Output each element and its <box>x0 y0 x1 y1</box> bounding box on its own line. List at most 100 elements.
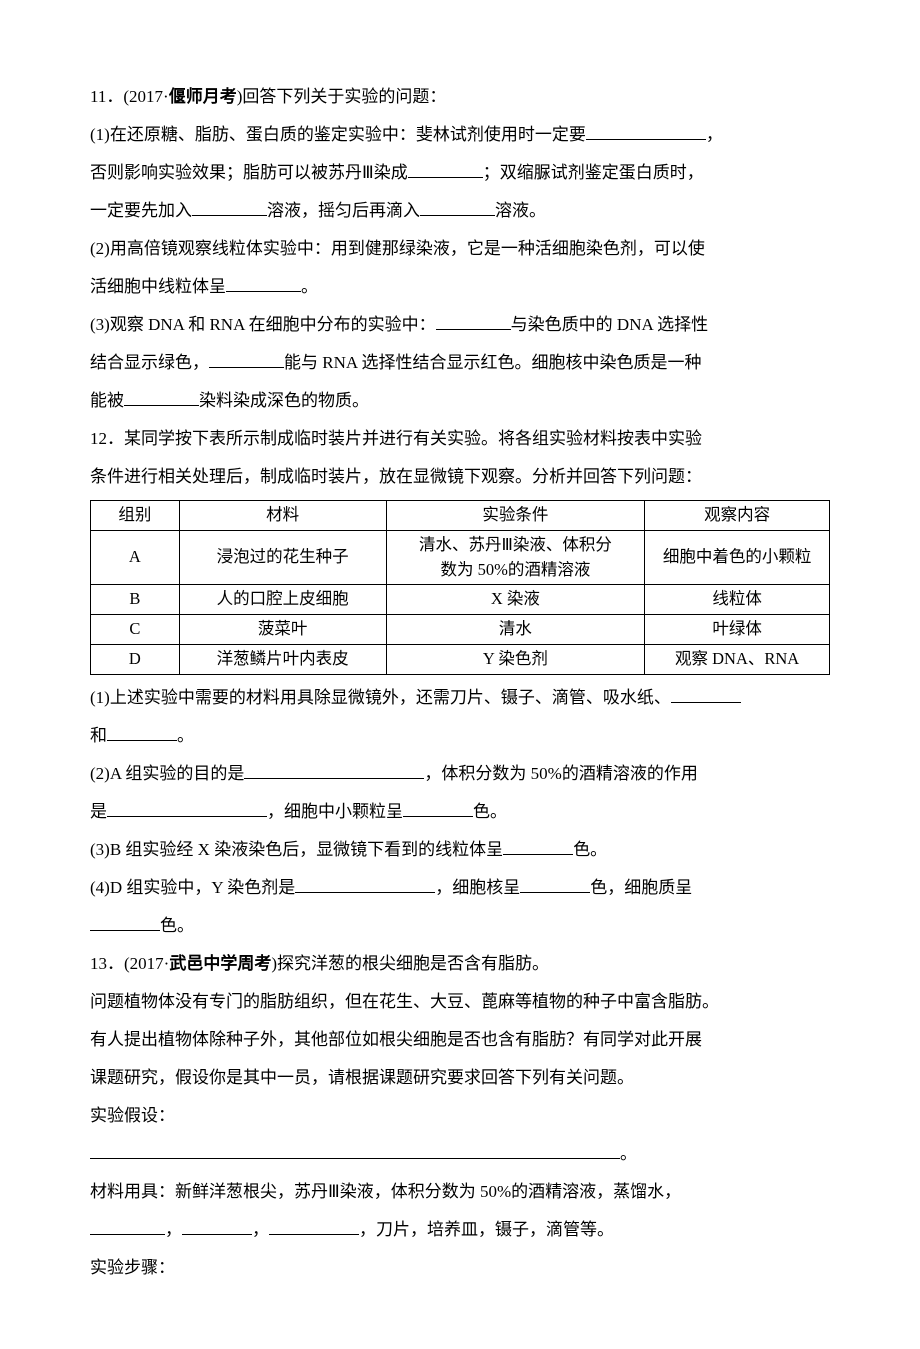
blank <box>403 797 473 817</box>
table-cell: 人的口腔上皮细胞 <box>179 585 386 615</box>
th-group: 组别 <box>91 501 180 531</box>
table-body: A浸泡过的花生种子清水、苏丹Ⅲ染液、体积分数为 50%的酒精溶液细胞中着色的小颗… <box>91 530 830 674</box>
q12-5b: 色。 <box>573 840 607 859</box>
table-cell: 浸泡过的花生种子 <box>179 530 386 585</box>
q11-source-bold: 偃师月考 <box>169 87 237 106</box>
q13-p1: 问题植物体没有专门的脂肪组织，但在花生、大豆、蓖麻等植物的种子中富含脂肪。 <box>90 985 830 1019</box>
q11-header: 11．(2017·偃师月考)回答下列关于实验的问题： <box>90 80 830 114</box>
table-cell: 细胞中着色的小颗粒 <box>645 530 830 585</box>
table-cell: 观察 DNA、RNA <box>645 644 830 674</box>
table-cell: A <box>91 530 180 585</box>
q12-h2: 条件进行相关处理后，制成临时装片，放在显微镜下观察。分析并回答下列问题： <box>90 467 702 486</box>
q13-src-open: (2017· <box>124 954 169 973</box>
q12-line1: (1)上述实验中需要的材料用具除显微镜外，还需刀片、镊子、滴管、吸水纸、 <box>90 681 830 715</box>
blank <box>295 873 435 893</box>
q11-src-open: (2017· <box>123 87 168 106</box>
q13-assume-label: 实验假设： <box>90 1099 830 1133</box>
blank <box>209 348 284 368</box>
experiment-table: 组别 材料 实验条件 观察内容 A浸泡过的花生种子清水、苏丹Ⅲ染液、体积分数为 … <box>90 500 830 675</box>
blank <box>244 759 424 779</box>
q12-line7: 色。 <box>90 909 830 943</box>
q11-2a: 否则影响实验效果；脂肪可以被苏丹Ⅲ染成 <box>90 163 408 182</box>
blank <box>182 1215 252 1235</box>
q13-assume-tail: 。 <box>620 1144 637 1163</box>
q12-4b: ，细胞中小颗粒呈 <box>267 802 403 821</box>
q13-header: 13．(2017·武邑中学周考)探究洋葱的根尖细胞是否含有脂肪。 <box>90 947 830 981</box>
q13-materials-1: 材料用具：新鲜洋葱根尖，苏丹Ⅲ染液，体积分数为 50%的酒精溶液，蒸馏水， <box>90 1175 830 1209</box>
q11-3c: 溶液。 <box>495 201 546 220</box>
q13-steps-label: 实验步骤： <box>90 1251 830 1285</box>
blank <box>107 721 177 741</box>
blank <box>107 797 267 817</box>
blank <box>90 911 160 931</box>
q11-7a: 结合显示绿色， <box>90 353 209 372</box>
q13-mb3: ，刀片，培养皿，镊子，滴管等。 <box>359 1220 614 1239</box>
blank <box>520 873 590 893</box>
blank <box>420 196 495 216</box>
q11-line2: 否则影响实验效果；脂肪可以被苏丹Ⅲ染成 ；双缩脲试剂鉴定蛋白质时， <box>90 156 830 190</box>
table-row: B人的口腔上皮细胞X 染液线粒体 <box>91 585 830 615</box>
q12-header-1: 12．某同学按下表所示制成临时装片并进行有关实验。将各组实验材料按表中实验 <box>90 422 830 456</box>
q11-line6: (3)观察 DNA 和 RNA 在细胞中分布的实验中： 与染色质中的 DNA 选择… <box>90 308 830 342</box>
q12-6b: ，细胞核呈 <box>435 878 520 897</box>
blank <box>503 835 573 855</box>
q13-header-tail: )探究洋葱的根尖细胞是否含有脂肪。 <box>271 954 549 973</box>
q13-materials-2: ， ， ，刀片，培养皿，镊子，滴管等。 <box>90 1213 830 1247</box>
blank-long <box>90 1139 620 1159</box>
q12-line4: 是 ，细胞中小颗粒呈 色。 <box>90 795 830 829</box>
q11-8a: 能被 <box>90 391 124 410</box>
q12-2a: 和 <box>90 726 107 745</box>
q11-4a: (2)用高倍镜观察线粒体实验中：用到健那绿染液，它是一种活细胞染色剂，可以使 <box>90 239 705 258</box>
q12-5a: (3)B 组实验经 X 染液染色后，显微镜下看到的线粒体呈 <box>90 840 503 859</box>
page: 11．(2017·偃师月考)回答下列关于实验的问题： (1)在还原糖、脂肪、蛋白… <box>0 0 920 1349</box>
q12-header-2: 条件进行相关处理后，制成临时装片，放在显微镜下观察。分析并回答下列问题： <box>90 460 830 494</box>
q13-mb2: ， <box>252 1220 269 1239</box>
table-cell: X 染液 <box>386 585 645 615</box>
blank <box>192 196 267 216</box>
q11-line5: 活细胞中线粒体呈 。 <box>90 270 830 304</box>
q12-4a: 是 <box>90 802 107 821</box>
q11-1b: ， <box>706 125 723 144</box>
blank <box>226 272 301 292</box>
q11-5a: 活细胞中线粒体呈 <box>90 277 226 296</box>
q11-line3: 一定要先加入溶液，摇匀后再滴入溶液。 <box>90 194 830 228</box>
q12-line2: 和。 <box>90 719 830 753</box>
q13-assume-line: 。 <box>90 1137 830 1171</box>
table-cell: 清水、苏丹Ⅲ染液、体积分数为 50%的酒精溶液 <box>386 530 645 585</box>
q13-source-bold: 武邑中学周考 <box>169 954 271 973</box>
th-condition: 实验条件 <box>386 501 645 531</box>
q11-8b: 染料染成深色的物质。 <box>199 391 369 410</box>
q11-6a: (3)观察 DNA 和 RNA 在细胞中分布的实验中： <box>90 315 436 334</box>
table-header-row: 组别 材料 实验条件 观察内容 <box>91 501 830 531</box>
table-cell: 叶绿体 <box>645 615 830 645</box>
q12-1a: (1)上述实验中需要的材料用具除显微镜外，还需刀片、镊子、滴管、吸水纸、 <box>90 688 671 707</box>
table-row: C菠菜叶清水叶绿体 <box>91 615 830 645</box>
table-cell: C <box>91 615 180 645</box>
blank <box>436 310 511 330</box>
q11-6b: 与染色质中的 DNA 选择性 <box>511 315 708 334</box>
table-cell: B <box>91 585 180 615</box>
q13-mb1: ， <box>165 1220 182 1239</box>
table-cell: 清水 <box>386 615 645 645</box>
q12-7b: 色。 <box>160 916 194 935</box>
blank <box>408 158 483 178</box>
table-cell: Y 染色剂 <box>386 644 645 674</box>
q11-5b: 。 <box>301 277 318 296</box>
table-row: D洋葱鳞片叶内表皮Y 染色剂观察 DNA、RNA <box>91 644 830 674</box>
q11-2b: ；双缩脲试剂鉴定蛋白质时， <box>483 163 704 182</box>
q12-line5: (3)B 组实验经 X 染液染色后，显微镜下看到的线粒体呈 色。 <box>90 833 830 867</box>
q12-line6: (4)D 组实验中，Y 染色剂是，细胞核呈色，细胞质呈 <box>90 871 830 905</box>
q11-line8: 能被 染料染成深色的物质。 <box>90 384 830 418</box>
q12-3a: (2)A 组实验的目的是 <box>90 764 244 783</box>
q12-6c: 色，细胞质呈 <box>590 878 692 897</box>
q13-p3: 课题研究，假设你是其中一员，请根据课题研究要求回答下列有关问题。 <box>90 1061 830 1095</box>
q11-3b: 溶液，摇匀后再滴入 <box>267 201 420 220</box>
q11-header-tail: )回答下列关于实验的问题： <box>237 87 447 106</box>
table-cell: 线粒体 <box>645 585 830 615</box>
q11-line7: 结合显示绿色，能与 RNA 选择性结合显示红色。细胞核中染色质是一种 <box>90 346 830 380</box>
blank <box>586 120 706 140</box>
q12-4c: 色。 <box>473 802 507 821</box>
blank <box>124 386 199 406</box>
blank <box>671 683 741 703</box>
table-cell: 菠菜叶 <box>179 615 386 645</box>
